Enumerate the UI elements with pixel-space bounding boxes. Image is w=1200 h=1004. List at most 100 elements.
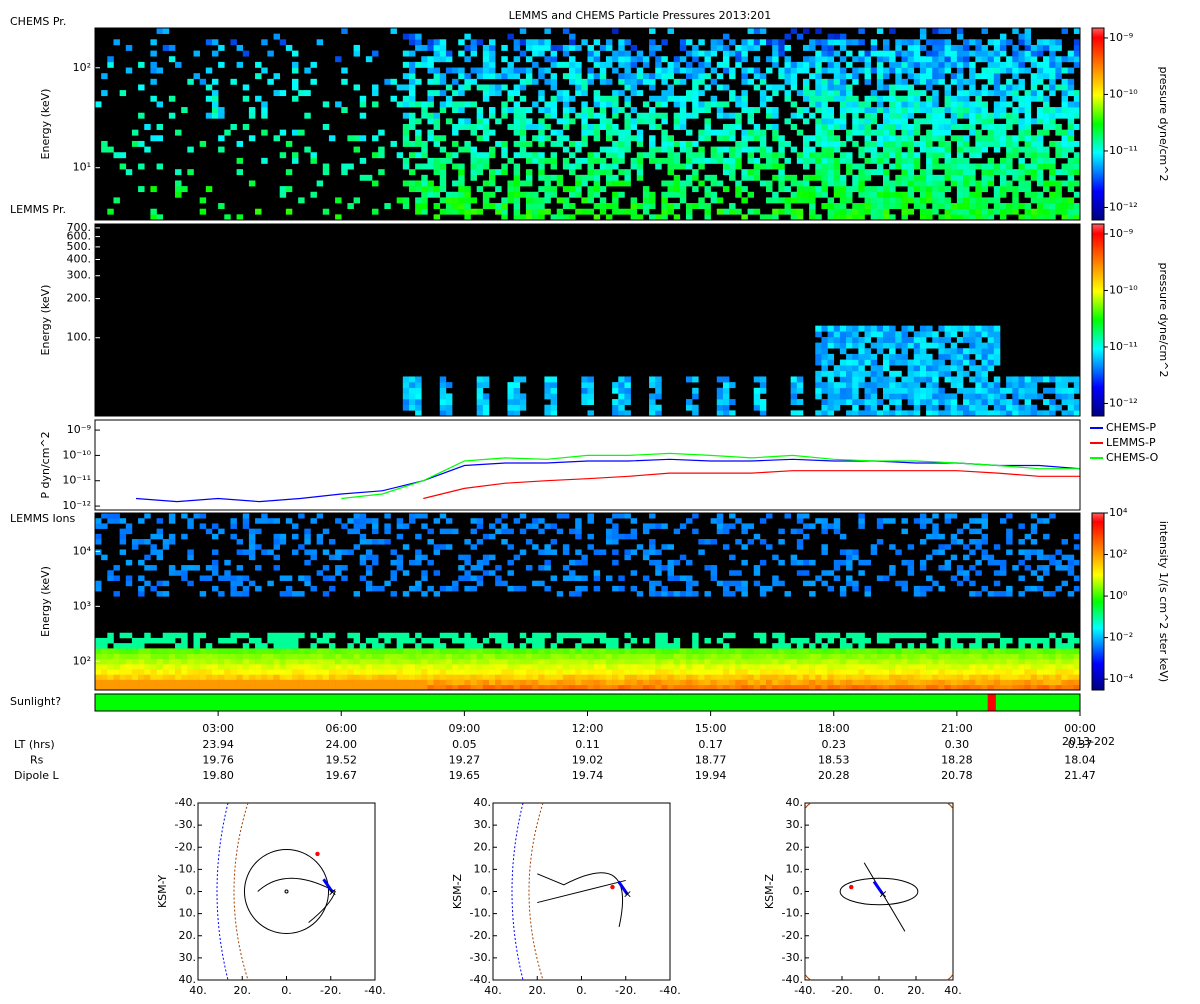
spectrogram-pixel [563, 73, 569, 79]
spectrogram-pixel [637, 113, 643, 119]
spectrogram-pixel [741, 654, 747, 660]
spectrogram-pixel [163, 45, 169, 51]
spectrogram-pixel [489, 107, 495, 113]
spectrogram-pixel [945, 337, 951, 343]
spectrogram-pixel [883, 664, 889, 670]
spectrogram-pixel [815, 135, 821, 141]
spectrogram-pixel [612, 175, 618, 181]
spectrogram-pixel [932, 382, 938, 388]
spectrogram-pixel [588, 152, 594, 158]
spectrogram-pixel [483, 685, 489, 691]
spectrogram-pixel [908, 152, 914, 158]
spectrogram-pixel [372, 659, 378, 665]
spectrogram-pixel [711, 180, 717, 186]
spectrogram-pixel [883, 56, 889, 62]
spectrogram-pixel [649, 586, 655, 592]
spectrogram-pixel [772, 90, 778, 96]
spectrogram-pixel [809, 209, 815, 215]
spectrogram-pixel [286, 45, 292, 51]
spectrogram-pixel [717, 147, 723, 153]
spectrogram-pixel [544, 56, 550, 62]
spectrogram-pixel [815, 654, 821, 660]
spectrogram-pixel [846, 192, 852, 198]
spectrogram-pixel [310, 669, 316, 675]
spectrogram-pixel [600, 45, 606, 51]
spectrogram-pixel [865, 680, 871, 686]
spectrogram-pixel [717, 113, 723, 119]
spectrogram-pixel [858, 209, 864, 215]
spectrogram-pixel [926, 360, 932, 366]
spectrogram-pixel [415, 669, 421, 675]
spectrogram-pixel [606, 539, 612, 545]
spectrogram-pixel [631, 654, 637, 660]
spectrogram-pixel [661, 203, 667, 209]
spectrogram-pixel [668, 28, 674, 34]
spectrogram-pixel [858, 371, 864, 377]
spectrogram-pixel [741, 90, 747, 96]
spectrogram-pixel [1055, 180, 1061, 186]
spectrogram-pixel [341, 654, 347, 660]
spectrogram-pixel [384, 203, 390, 209]
spectrogram-pixel [963, 90, 969, 96]
spectrogram-pixel [735, 648, 741, 654]
spectrogram-pixel [655, 669, 661, 675]
spectrogram-pixel [581, 39, 587, 45]
spectrogram-pixel [772, 56, 778, 62]
spectrogram-pixel [243, 685, 249, 691]
spectrogram-pixel [101, 685, 107, 691]
spectrogram-pixel [1006, 113, 1012, 119]
spectrogram-pixel [926, 79, 932, 85]
spectrogram-pixel [649, 124, 655, 130]
spectrogram-pixel [661, 113, 667, 119]
spectrogram-pixel [261, 101, 267, 107]
spectrogram-pixel [230, 581, 236, 587]
spectrogram-pixel [286, 648, 292, 654]
spectrogram-pixel [514, 405, 520, 411]
spectrogram-pixel [1074, 45, 1080, 51]
spectrogram-pixel [1074, 113, 1080, 119]
spectrogram-pixel [668, 186, 674, 192]
spectrogram-pixel [1055, 84, 1061, 90]
spectrogram-pixel [538, 169, 544, 175]
spectrogram-pixel [495, 638, 501, 644]
spectrogram-pixel [797, 654, 803, 660]
spectrogram-pixel [224, 669, 230, 675]
spectrogram-pixel [403, 73, 409, 79]
spectrogram-pixel [255, 674, 261, 680]
spectrogram-pixel [218, 591, 224, 597]
spectrogram-pixel [828, 343, 834, 349]
spectrogram-pixel [889, 51, 895, 57]
spectrogram-pixel [963, 124, 969, 130]
spectrogram-pixel [766, 152, 772, 158]
spectrogram-pixel [1074, 152, 1080, 158]
spectrogram-pixel [1006, 147, 1012, 153]
spectrogram-pixel [194, 565, 200, 571]
spectrogram-pixel [415, 382, 421, 388]
spectrogram-pixel [803, 523, 809, 529]
spectrogram-pixel [624, 669, 630, 675]
spectrogram-pixel [532, 643, 538, 649]
spectrogram-pixel [668, 659, 674, 665]
spectrogram-pixel [865, 197, 871, 203]
spectrogram-pixel [858, 203, 864, 209]
spectrogram-pixel [415, 513, 421, 519]
spectrogram-pixel [717, 180, 723, 186]
spectrogram-pixel [101, 555, 107, 561]
spectrogram-pixel [329, 135, 335, 141]
spectrogram-pixel [538, 186, 544, 192]
spectrogram-pixel [889, 84, 895, 90]
spectrogram-pixel [224, 685, 230, 691]
spectrogram-pixel [569, 560, 575, 566]
spectrogram-pixel [366, 549, 372, 555]
spectrogram-pixel [803, 90, 809, 96]
spectrogram-pixel [674, 669, 680, 675]
spectrogram-pixel [846, 164, 852, 170]
spectrogram-pixel [932, 113, 938, 119]
spectrogram-pixel [920, 343, 926, 349]
spectrogram-pixel [655, 549, 661, 555]
spectrogram-pixel [858, 164, 864, 170]
spectrogram-pixel [668, 669, 674, 675]
spectrogram-pixel [895, 45, 901, 51]
spectrogram-pixel [828, 84, 834, 90]
spectrogram-pixel [403, 638, 409, 644]
